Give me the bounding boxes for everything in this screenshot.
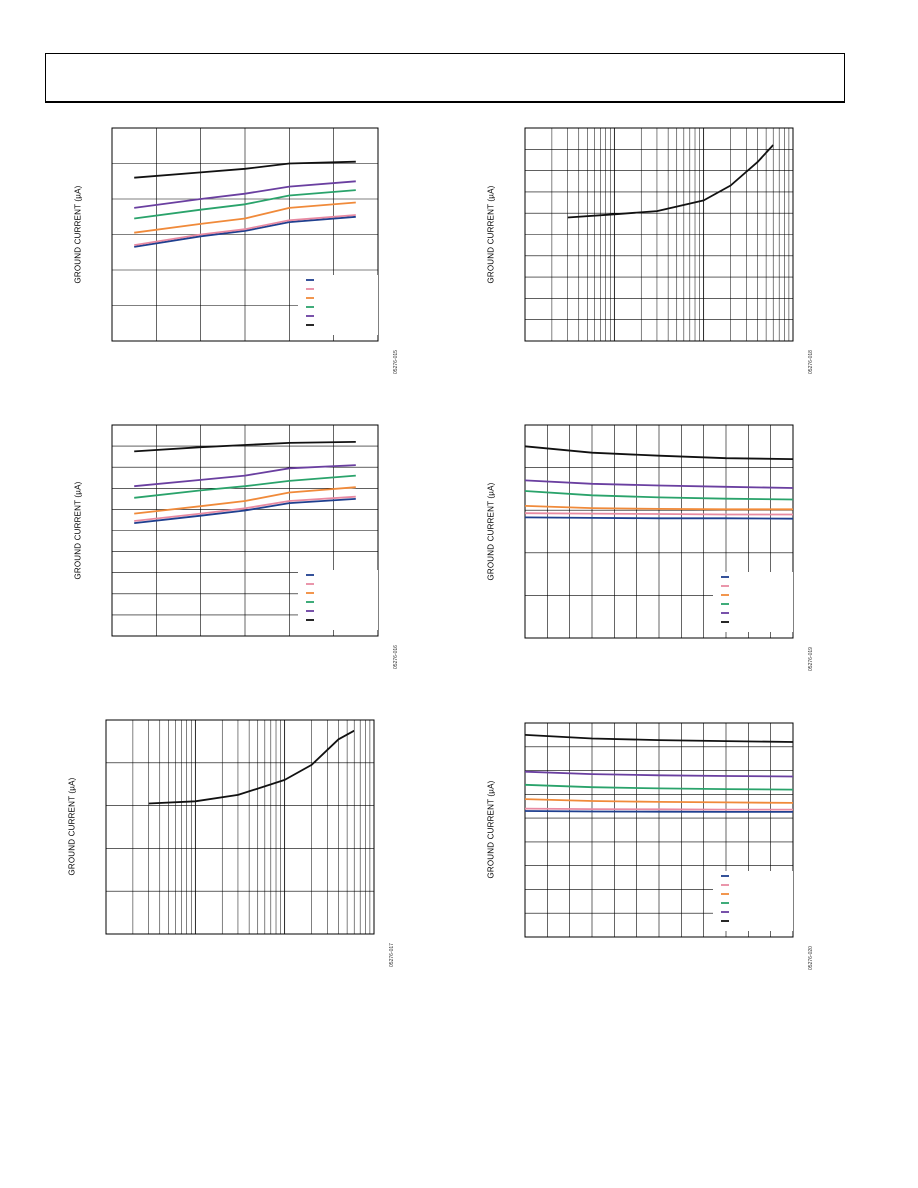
series-line-5 [524, 479, 794, 489]
page-header-box [45, 53, 845, 103]
series-line-3 [134, 486, 356, 515]
grid [524, 127, 794, 342]
series-line-5 [134, 180, 356, 209]
series-line-1 [134, 215, 356, 248]
plot-frame [524, 127, 794, 342]
series-line-1 [524, 810, 793, 813]
series-line-6 [524, 734, 794, 743]
series-line-6 [524, 445, 794, 460]
series-line-5 [134, 464, 356, 488]
legend-box [713, 871, 793, 931]
y-axis-label: GROUND CURRENT (µA) [486, 780, 496, 879]
series-line-4 [134, 189, 356, 220]
series-line-6 [134, 160, 356, 179]
figure-id: 05276-020 [808, 946, 814, 970]
plot-frame [111, 127, 379, 342]
plot-frame [524, 722, 794, 938]
series-line-3 [524, 798, 794, 804]
series-line-2 [134, 495, 356, 522]
series-line-3 [524, 505, 793, 511]
series-line-4 [134, 474, 356, 499]
series-line-2 [134, 214, 356, 246]
series-line-6 [134, 441, 356, 453]
series-line-5 [524, 770, 794, 778]
series-line-4 [524, 783, 794, 791]
series-line-2 [524, 512, 793, 516]
series-line-2 [524, 807, 793, 811]
series-line-1 [524, 516, 794, 520]
series-line-1 [567, 144, 774, 219]
plot-frame [524, 424, 794, 639]
series-line-4 [524, 490, 794, 501]
plot-frame [105, 719, 375, 935]
plot-frame [111, 424, 379, 637]
series-line-3 [134, 201, 356, 234]
series-line-1 [148, 729, 355, 805]
series-line-1 [134, 498, 356, 524]
